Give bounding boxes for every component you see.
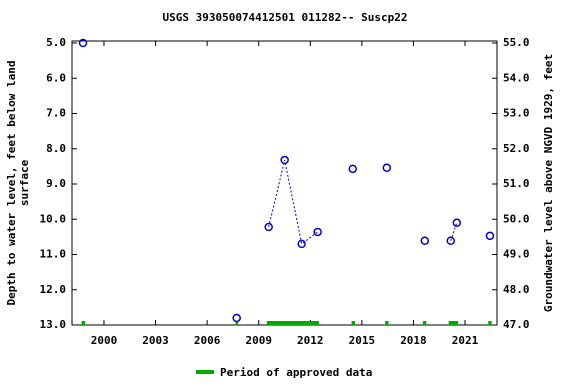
data-point: [382, 163, 392, 173]
data-point: [348, 164, 358, 174]
y2-tick-label: 53.0: [503, 107, 530, 120]
approved-period: [422, 321, 427, 325]
data-line: [450, 222, 458, 241]
y2-tick-label: 50.0: [503, 212, 530, 225]
approved-period: [81, 321, 86, 325]
y2-tick-label: 47.0: [503, 318, 530, 331]
data-point: [313, 227, 322, 237]
plot-frame: [71, 40, 498, 326]
x-tick-label: 2021: [452, 334, 479, 347]
approved-period: [385, 321, 389, 325]
data-point: [280, 155, 289, 165]
y-tick-label: 9.0: [46, 177, 66, 190]
x-tick-label: 2000: [91, 334, 118, 347]
y-tick-label: 5.0: [46, 36, 66, 49]
approved-period: [488, 321, 492, 325]
x-tick-label: 2009: [245, 334, 272, 347]
y-tick-label: 6.0: [46, 71, 66, 84]
x-tick-label: 2018: [400, 334, 427, 347]
approved-period: [448, 321, 459, 325]
legend-label: Period of approved data: [220, 366, 372, 379]
x-tick-label: 2012: [297, 334, 324, 347]
y-axis-label: Depth to water level, feet below land: [5, 60, 18, 305]
y-tick-label: 13.0: [40, 318, 67, 331]
data-point: [420, 236, 430, 246]
y2-tick-label: 51.0: [503, 177, 530, 190]
y-tick-label: 10.0: [40, 212, 67, 225]
data-point: [232, 313, 241, 323]
x-tick-label: 2006: [194, 334, 221, 347]
y2-axis-label: Groundwater level above NGVD 1929, feet: [542, 54, 555, 312]
approved-period: [266, 321, 319, 325]
data-point: [78, 38, 88, 48]
y-tick-label: 12.0: [40, 283, 67, 296]
data-point: [452, 218, 462, 228]
data-point: [485, 231, 495, 241]
approved-period: [235, 321, 239, 325]
x-tick-label: 2015: [349, 334, 376, 347]
x-tick-label: 2003: [142, 334, 169, 347]
y-tick-label: 7.0: [46, 107, 66, 120]
chart-title: USGS 393050074412501 011282-- Suscp22: [162, 11, 407, 24]
data-point: [446, 236, 456, 246]
y-axis-label: surface: [18, 159, 31, 206]
data-point: [297, 239, 306, 249]
y2-tick-label: 55.0: [503, 36, 530, 49]
y2-tick-label: 52.0: [503, 142, 530, 155]
y2-tick-label: 49.0: [503, 248, 530, 261]
y-tick-label: 8.0: [46, 142, 66, 155]
data-point: [264, 222, 273, 232]
y2-tick-label: 48.0: [503, 283, 530, 296]
y-tick-label: 11.0: [40, 248, 67, 261]
y2-tick-label: 54.0: [503, 71, 530, 84]
approved-period: [351, 321, 355, 325]
data-line: [268, 159, 318, 245]
